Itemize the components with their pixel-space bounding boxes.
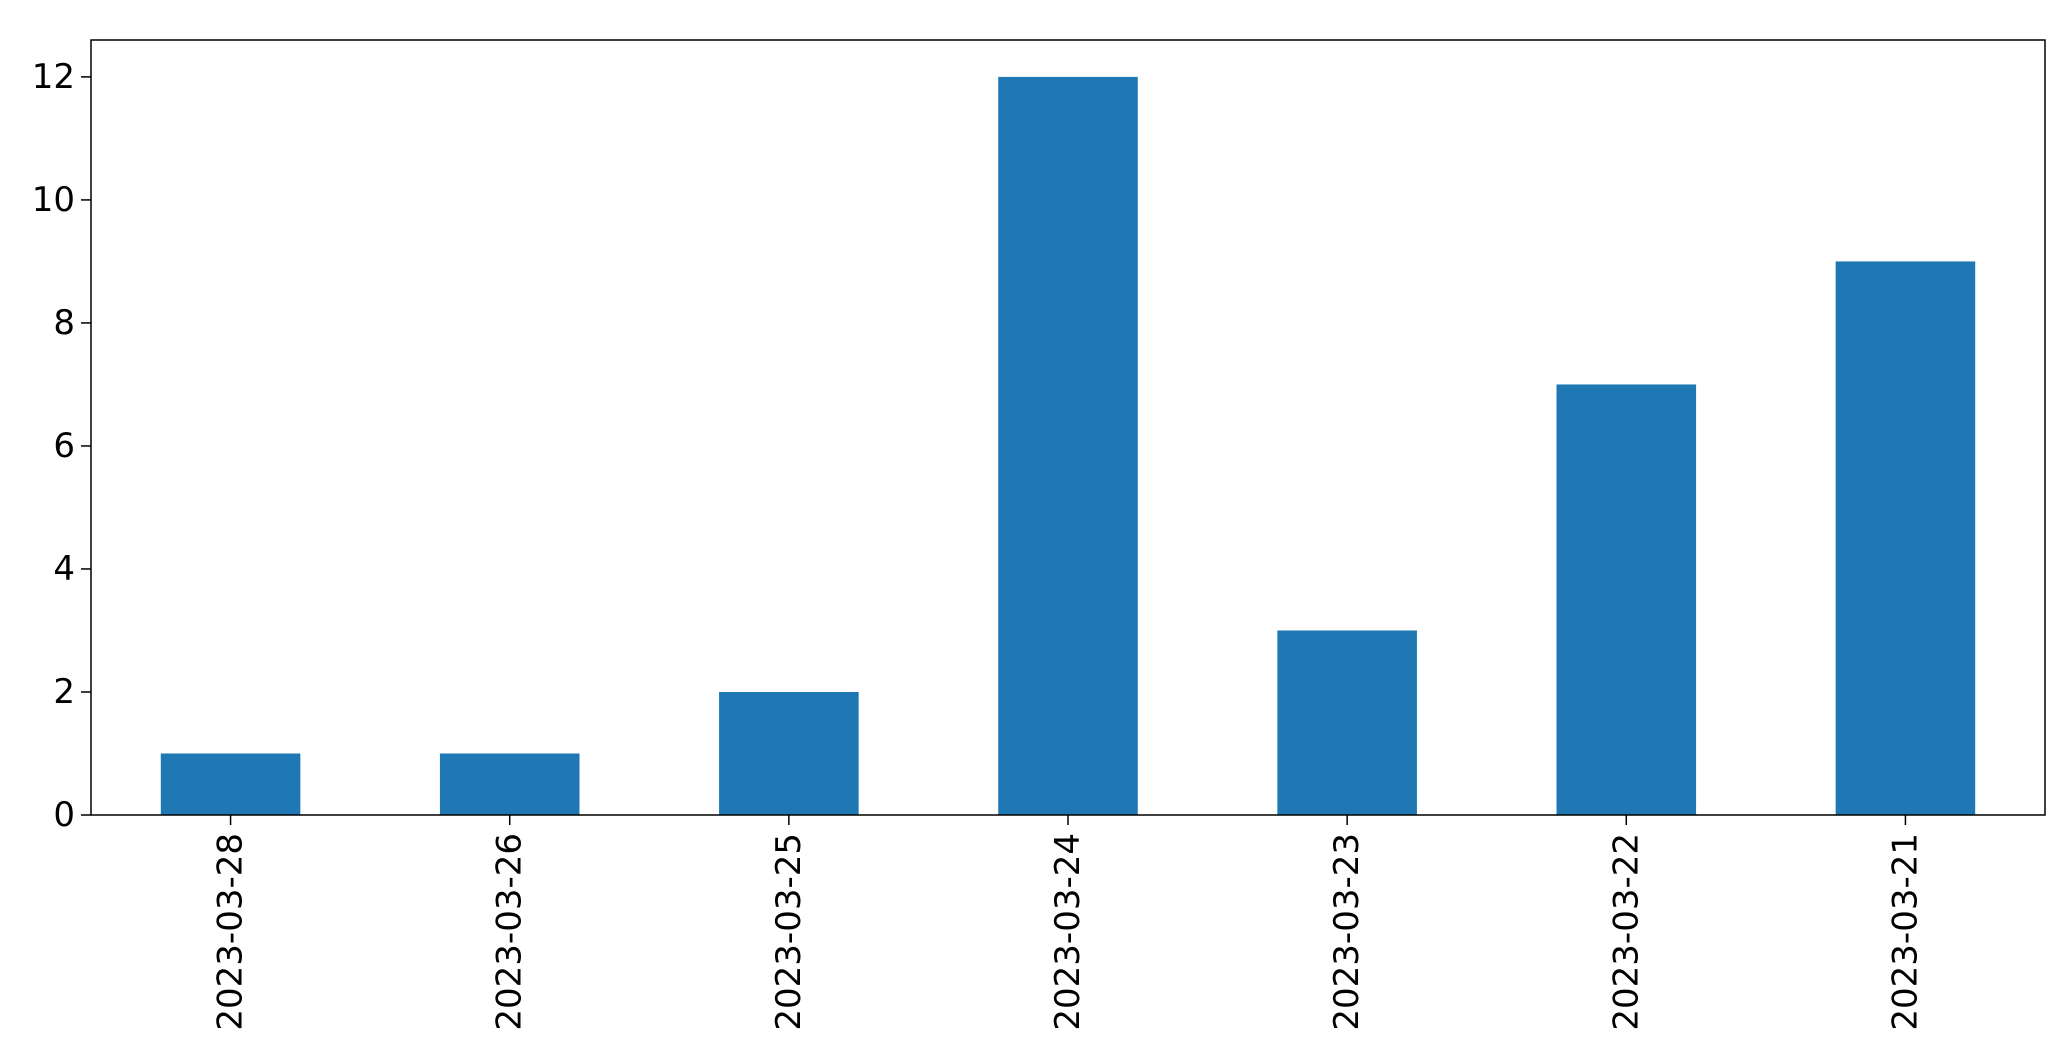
x-tick-label: 2023-03-25: [769, 833, 809, 1031]
y-tick-label: 0: [53, 795, 75, 835]
bar-2023-03-28: [160, 753, 301, 815]
x-tick-label: 2023-03-28: [211, 833, 251, 1031]
x-tick-label: 2023-03-26: [490, 833, 530, 1031]
y-tick-label: 8: [53, 303, 75, 343]
x-tick-label: 2023-03-23: [1327, 833, 1367, 1031]
x-tick-label: 2023-03-22: [1606, 833, 1646, 1031]
bar-2023-03-25: [719, 691, 859, 815]
bar-2023-03-26: [439, 753, 580, 815]
x-tick-label: 2023-03-24: [1048, 833, 1088, 1031]
plot-frame: [90, 39, 2046, 816]
y-tick-label: 2: [53, 672, 75, 712]
bar-2023-03-22: [1556, 384, 1697, 815]
y-tick-label: 4: [53, 549, 75, 589]
x-tick-label: 2023-03-21: [1885, 833, 1925, 1031]
y-axis-ticks: 0 2 4 6 8 10 12: [32, 57, 91, 835]
x-axis-ticks: 2023-03-28 2023-03-26 2023-03-25 2023-03-24…: [211, 815, 1925, 1031]
y-tick-label: 12: [32, 57, 75, 97]
y-tick-label: 6: [53, 426, 75, 466]
y-tick-label: 10: [32, 180, 75, 220]
bar-2023-03-24: [998, 76, 1138, 815]
bars-group: [160, 76, 1976, 815]
bar-2023-03-21: [1835, 261, 1976, 815]
bar-2023-03-23: [1277, 630, 1417, 815]
